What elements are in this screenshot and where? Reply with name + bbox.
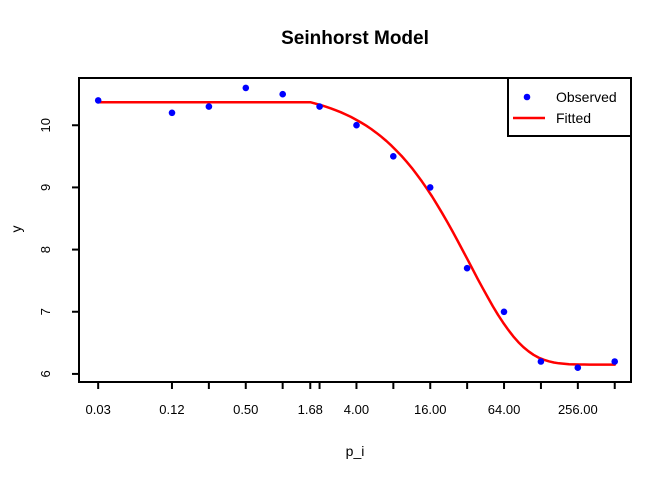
observed-point xyxy=(537,358,545,365)
observed-point xyxy=(94,97,102,104)
observed-point xyxy=(390,153,397,160)
x-tick-label: 0.03 xyxy=(86,402,111,417)
x-tick-label: 256.00 xyxy=(558,402,598,417)
x-tick-label: 1.68 xyxy=(298,402,323,417)
y-tick-label: 10 xyxy=(38,118,53,132)
y-tick-label: 6 xyxy=(38,370,53,377)
observed-point xyxy=(500,308,508,316)
y-tick-label: 7 xyxy=(38,308,53,315)
x-tick-label: 64.00 xyxy=(488,402,521,417)
data-series xyxy=(94,84,618,372)
observed-point xyxy=(426,184,434,191)
observed-point xyxy=(611,358,618,365)
fitted-line xyxy=(96,100,616,366)
y-tick-label: 8 xyxy=(38,246,53,253)
observed-point xyxy=(242,84,250,92)
plot-border xyxy=(78,77,632,383)
axes: 0.03 0.12 0.50 1.68 4.00 16.00 64.00 256.00 6 7 8 9… xyxy=(38,77,632,417)
y-tick-label: 9 xyxy=(38,184,53,191)
chart-title: Seinhorst Model xyxy=(281,28,429,49)
legend-item-label: Observed xyxy=(556,89,617,105)
legend: Observed Fitted xyxy=(507,77,632,137)
x-axis-label: p_i xyxy=(346,443,365,459)
observed-point xyxy=(316,103,323,110)
observed-point xyxy=(168,109,176,117)
legend-observed-marker xyxy=(523,93,531,101)
observed-point xyxy=(353,121,360,129)
legend-box xyxy=(507,77,632,137)
x-tick-label: 0.50 xyxy=(233,402,258,417)
observed-point xyxy=(205,103,213,110)
y-axis-label: y xyxy=(8,226,24,233)
observed-point xyxy=(463,264,471,272)
x-tick-label: 0.12 xyxy=(159,402,184,417)
legend-item-label: Fitted xyxy=(556,110,591,126)
x-tick-label: 4.00 xyxy=(344,402,369,417)
observed-point xyxy=(574,364,582,372)
x-tick-label: 16.00 xyxy=(414,402,447,417)
observed-point xyxy=(279,90,287,98)
